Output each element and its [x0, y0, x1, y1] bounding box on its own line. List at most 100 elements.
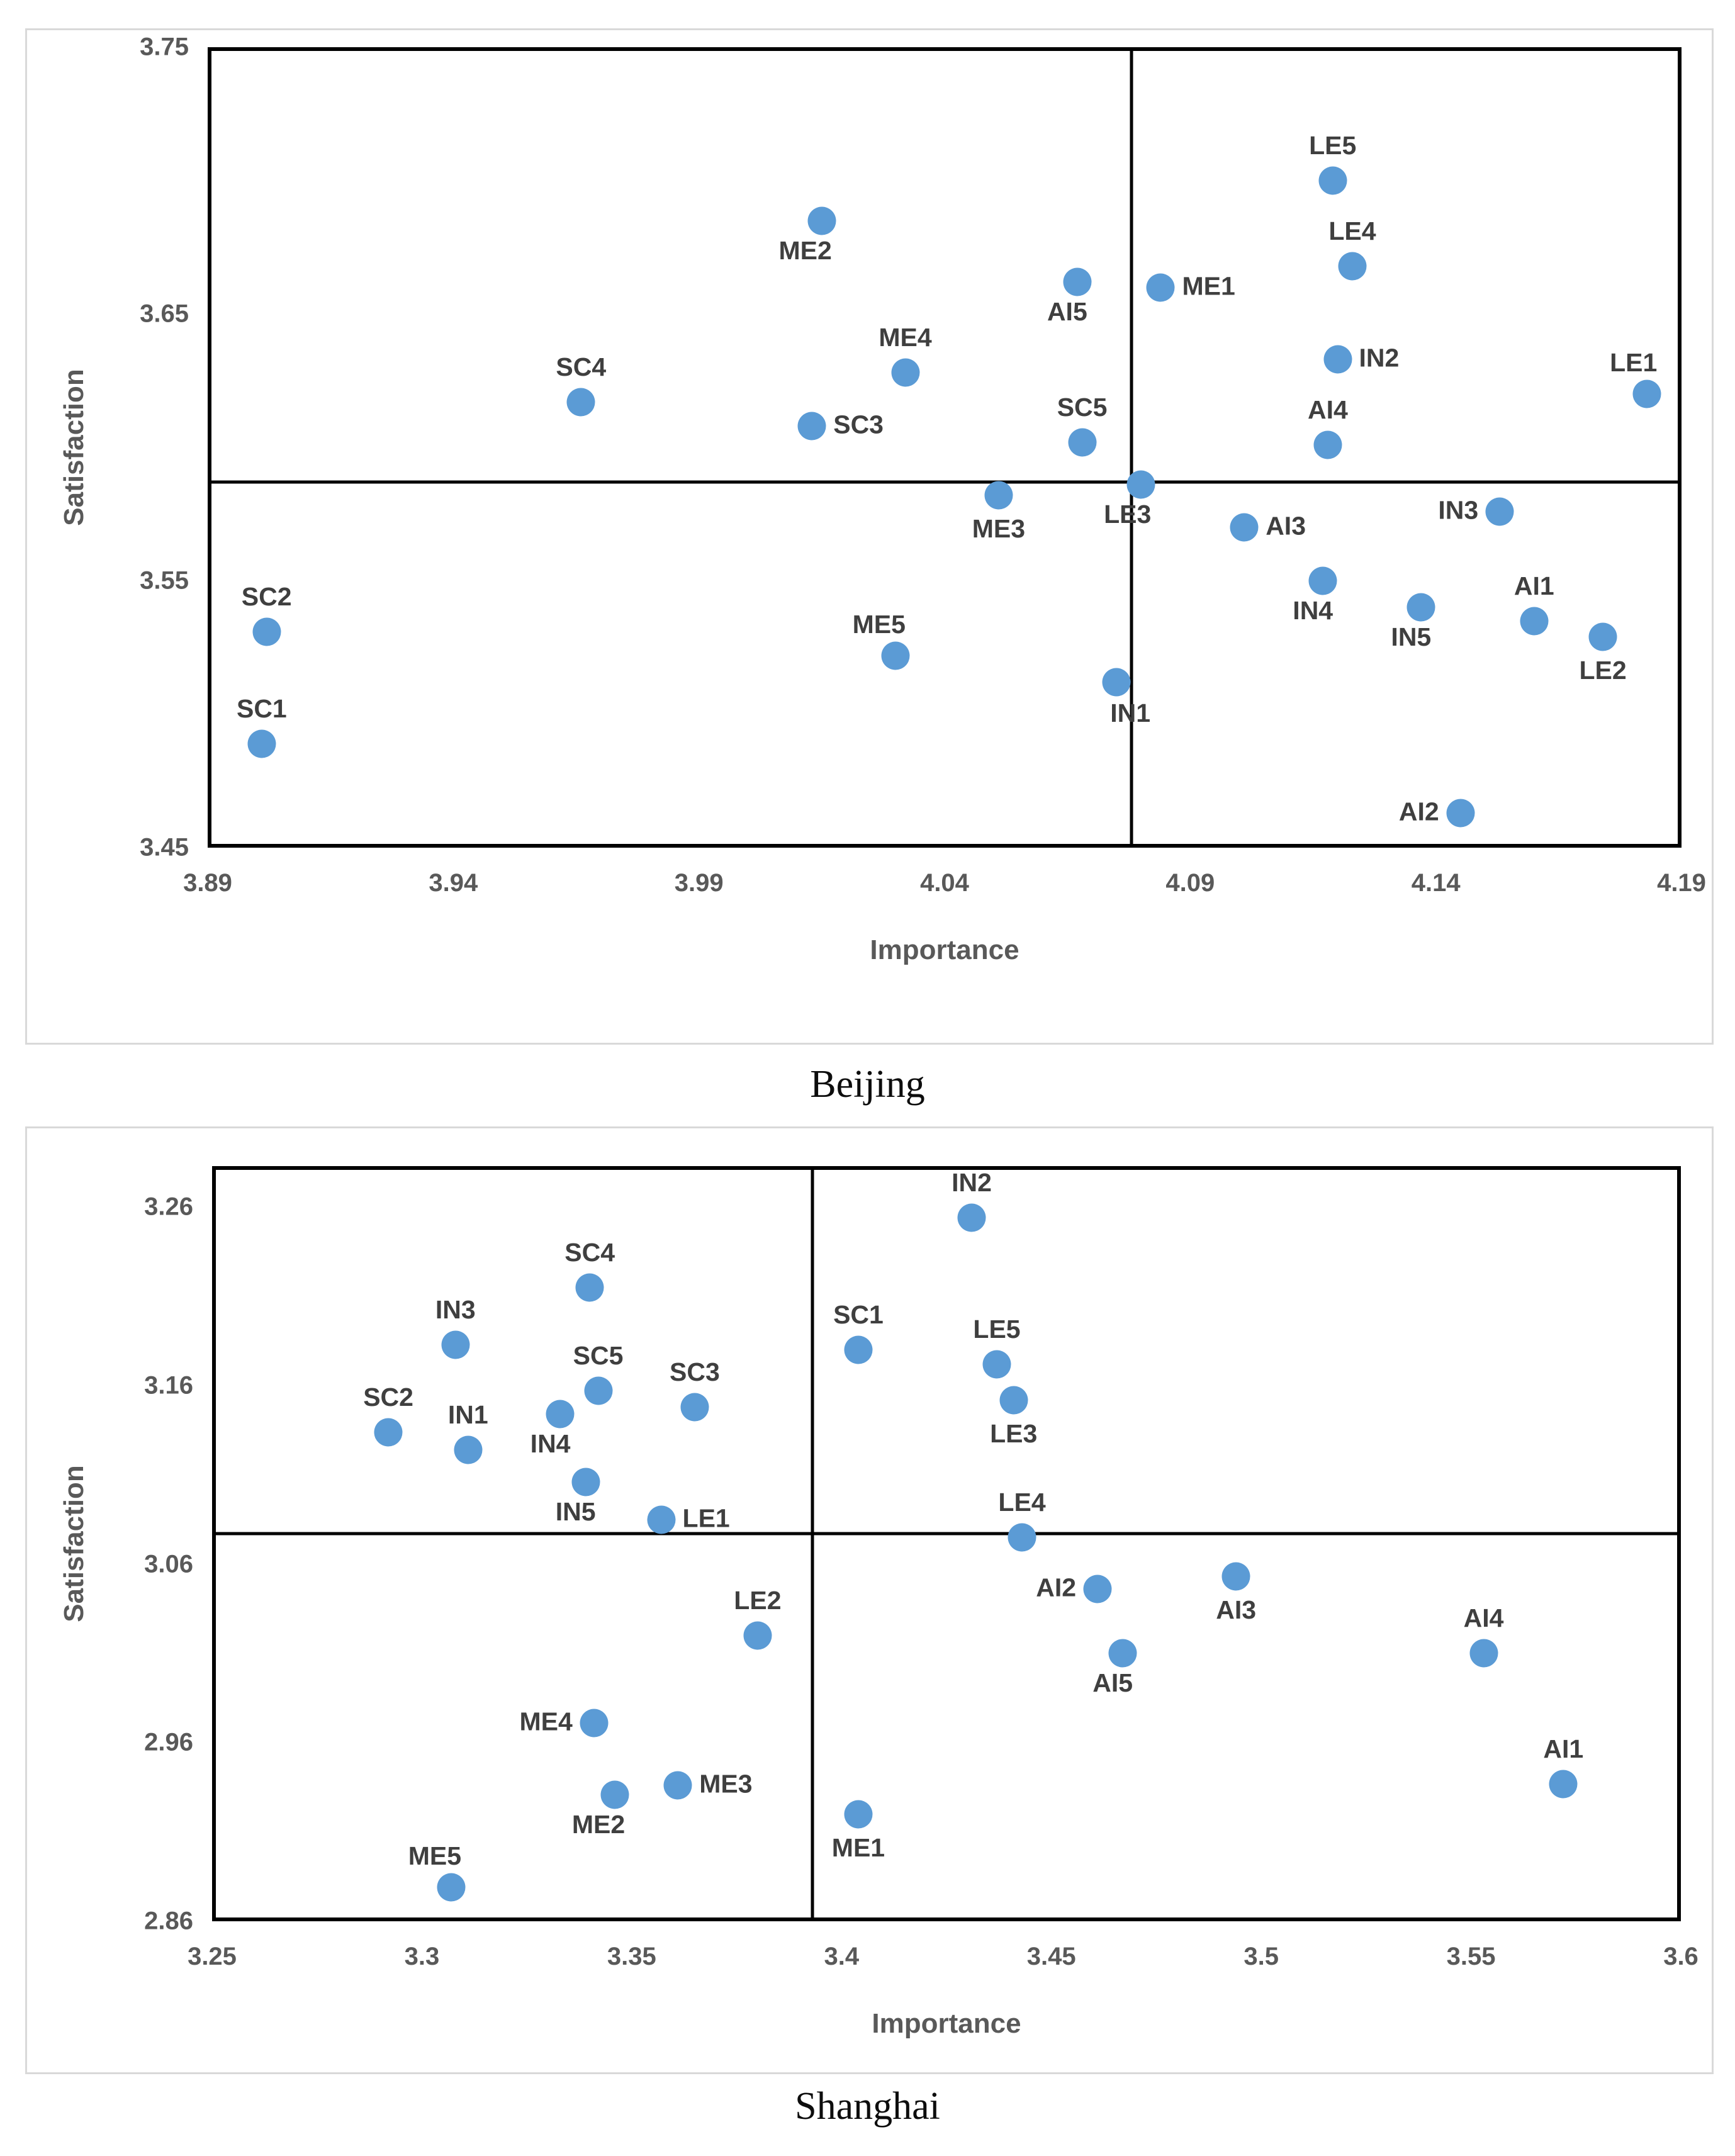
data-point-LE1 [647, 1505, 676, 1534]
beijing-panel-border [25, 28, 1714, 1045]
data-point-label-SC3: SC3 [833, 410, 884, 439]
x-axis-tick-label: 3.5 [1244, 1943, 1279, 1970]
y-axis-tick-label: 3.16 [144, 1371, 193, 1400]
x-axis-tick-label: 4.19 [1657, 869, 1706, 897]
data-point-SC1 [844, 1335, 873, 1364]
x-axis-tick-label: 3.25 [188, 1943, 237, 1970]
data-point-SC1 [247, 729, 276, 758]
data-point-IN3 [441, 1330, 470, 1359]
data-point-SC4 [566, 388, 595, 417]
x-axis-tick-label: 3.99 [674, 869, 724, 897]
x-axis-tick-label: 3.4 [824, 1943, 860, 1970]
data-point-ME5 [881, 641, 910, 670]
data-point-label-SC5: SC5 [1057, 392, 1108, 422]
x-axis-title: Importance [870, 935, 1019, 965]
data-point-label-SC3: SC3 [669, 1357, 720, 1386]
data-point-SC3 [797, 412, 826, 441]
data-point-AI3 [1230, 513, 1259, 542]
y-axis-tick-label: 3.65 [140, 300, 189, 328]
data-point-SC5 [1068, 428, 1097, 457]
data-point-label-LE3: LE3 [1104, 500, 1152, 529]
data-point-label-LE2: LE2 [734, 1586, 782, 1615]
data-point-label-IN1: IN1 [1110, 699, 1151, 728]
data-point-ME2 [807, 206, 836, 235]
x-axis-title: Importance [872, 2008, 1021, 2039]
data-point-AI1 [1520, 607, 1549, 636]
data-point-LE4 [1338, 252, 1367, 281]
data-point-label-LE1: LE1 [682, 1503, 730, 1533]
data-point-label-IN3: IN3 [1438, 495, 1479, 525]
data-point-ME3 [984, 481, 1013, 510]
data-point-label-AI3: AI3 [1216, 1595, 1257, 1625]
data-point-label-AI2: AI2 [1036, 1573, 1077, 1602]
data-point-label-IN3: IN3 [435, 1294, 476, 1324]
data-point-label-LE2: LE2 [1579, 656, 1627, 685]
data-point-AI4 [1313, 430, 1342, 459]
beijing-caption: Beijing [810, 1063, 925, 1106]
data-point-IN2 [1323, 345, 1352, 374]
data-point-IN3 [1485, 497, 1514, 526]
shanghai-caption: Shanghai [795, 2085, 940, 2128]
y-axis-tick-label: 3.75 [140, 33, 189, 61]
data-point-label-SC4: SC4 [556, 352, 607, 381]
y-axis-tick-label: 3.26 [144, 1193, 193, 1221]
x-axis-tick-label: 4.09 [1165, 869, 1215, 897]
x-axis-tick-label: 3.3 [404, 1943, 440, 1970]
data-point-SC2 [252, 617, 281, 646]
data-point-label-ME5: ME5 [408, 1841, 462, 1871]
data-point-IN2 [957, 1203, 986, 1232]
y-axis-tick-label: 3.45 [140, 833, 189, 862]
data-point-label-SC2: SC2 [363, 1382, 413, 1412]
data-point-label-LE3: LE3 [990, 1418, 1038, 1448]
data-point-label-SC1: SC1 [833, 1300, 884, 1330]
data-point-label-SC4: SC4 [564, 1237, 615, 1267]
data-point-label-IN2: IN2 [952, 1168, 992, 1198]
data-point-ME3 [663, 1771, 692, 1800]
data-point-LE2 [743, 1621, 772, 1650]
x-axis-tick-label: 3.35 [607, 1943, 656, 1970]
data-point-label-IN5: IN5 [1391, 622, 1432, 652]
data-point-label-SC1: SC1 [236, 693, 287, 723]
data-point-label-ME5: ME5 [852, 609, 906, 639]
data-point-label-SC5: SC5 [573, 1341, 624, 1371]
data-point-label-ME4: ME4 [519, 1707, 573, 1736]
quadrant-divider-horizontal [212, 1532, 1681, 1536]
data-point-SC2 [374, 1418, 403, 1447]
data-point-AI3 [1221, 1562, 1250, 1591]
data-point-label-AI4: AI4 [1308, 395, 1348, 424]
x-axis-tick-label: 3.6 [1663, 1943, 1699, 1970]
quadrant-divider-vertical [1130, 47, 1133, 848]
data-point-label-ME3: ME3 [699, 1770, 753, 1799]
data-point-label-IN2: IN2 [1359, 343, 1400, 373]
data-point-label-AI4: AI4 [1463, 1603, 1504, 1633]
data-point-label-LE4: LE4 [998, 1488, 1046, 1517]
data-point-ME5 [437, 1873, 466, 1902]
x-axis-tick-label: 3.94 [429, 869, 478, 897]
data-point-IN4 [1308, 566, 1337, 595]
x-axis-tick-label: 3.55 [1446, 1943, 1496, 1970]
shanghai-panel-border [25, 1126, 1714, 2074]
data-point-label-LE1: LE1 [1610, 348, 1658, 378]
data-point-label-SC2: SC2 [241, 581, 292, 611]
data-point-AI2 [1446, 799, 1475, 828]
data-point-label-AI3: AI3 [1266, 511, 1306, 541]
data-point-ME1 [1146, 273, 1175, 302]
quadrant-divider-vertical [811, 1166, 814, 1921]
data-point-AI4 [1469, 1639, 1498, 1668]
data-point-LE3 [1126, 470, 1155, 499]
data-point-label-ME3: ME3 [972, 514, 1026, 544]
data-point-label-ME4: ME4 [879, 323, 932, 352]
data-point-SC4 [575, 1273, 604, 1302]
data-point-label-AI1: AI1 [1513, 571, 1554, 600]
y-axis-tick-label: 2.86 [144, 1907, 193, 1935]
data-point-label-LE5: LE5 [1309, 131, 1357, 160]
data-point-LE5 [1318, 166, 1347, 195]
data-point-LE3 [999, 1386, 1028, 1415]
data-point-ME4 [891, 358, 920, 387]
data-point-label-IN1: IN1 [447, 1400, 488, 1430]
data-point-IN5 [571, 1468, 600, 1496]
data-point-LE1 [1632, 379, 1661, 408]
